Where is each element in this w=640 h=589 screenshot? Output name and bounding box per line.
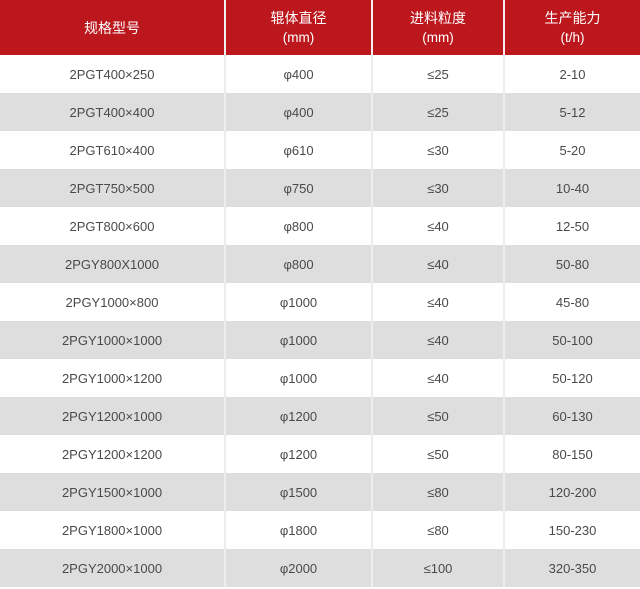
table-cell: φ610	[225, 131, 373, 169]
table-cell: 2PGY1500×1000	[0, 473, 226, 511]
table-row: 2PGY1800×1000 φ1800 ≤80 150-230	[0, 511, 640, 549]
table-cell: 2PGY1000×1200	[0, 359, 226, 397]
table-row: 2PGY1200×1000 φ1200 ≤50 60-130	[0, 397, 640, 435]
table-cell: ≤80	[372, 511, 505, 549]
table-row: 2PGT610×400 φ610 ≤30 5-20	[0, 131, 640, 169]
table-row: 2PGY1200×1200 φ1200 ≤50 80-150	[0, 435, 640, 473]
table-row: 2PGT400×250 φ400 ≤25 2-10	[0, 55, 640, 93]
table-row: 2PGY1000×1200 φ1000 ≤40 50-120	[0, 359, 640, 397]
header-feed-size: 进料粒度 (mm)	[372, 0, 505, 55]
table-cell: 2PGY1200×1000	[0, 397, 226, 435]
table-cell: ≤40	[372, 207, 505, 245]
header-roller-diameter: 辊体直径 (mm)	[225, 0, 373, 55]
table-cell: 120-200	[504, 473, 640, 511]
table-cell: φ400	[225, 93, 373, 131]
table-cell: φ1500	[225, 473, 373, 511]
header-model: 规格型号	[0, 0, 226, 55]
table-cell: 50-80	[504, 245, 640, 283]
table-row: 2PGY2000×1000 φ2000 ≤100 320-350	[0, 549, 640, 587]
table-cell: φ1200	[225, 435, 373, 473]
table-row: 2PGY1000×800 φ1000 ≤40 45-80	[0, 283, 640, 321]
table-cell: 60-130	[504, 397, 640, 435]
table-cell: φ2000	[225, 549, 373, 587]
header-capacity-title: 生产能力	[544, 10, 601, 26]
table-cell: ≤40	[372, 283, 505, 321]
table-cell: ≤100	[372, 549, 505, 587]
table-cell: ≤25	[372, 55, 505, 93]
table-cell: ≤40	[372, 245, 505, 283]
table-cell: 2PGT750×500	[0, 169, 226, 207]
table-cell: 2PGT400×250	[0, 55, 226, 93]
table-cell: 50-100	[504, 321, 640, 359]
table-cell: φ1000	[225, 321, 373, 359]
table-row: 2PGY1000×1000 φ1000 ≤40 50-100	[0, 321, 640, 359]
table-row: 2PGY1500×1000 φ1500 ≤80 120-200	[0, 473, 640, 511]
table-cell: 2PGT400×400	[0, 93, 226, 131]
table-cell: 2PGY2000×1000	[0, 549, 226, 587]
header-capacity: 生产能力 (t/h)	[504, 0, 640, 55]
header-roller-diameter-title: 辊体直径	[270, 10, 327, 26]
table-cell: 2PGY1200×1200	[0, 435, 226, 473]
table-cell: ≤30	[372, 131, 505, 169]
header-model-title: 规格型号	[84, 19, 140, 36]
table-body: 2PGT400×250 φ400 ≤25 2-10 2PGT400×400 φ400 ≤25…	[0, 55, 640, 587]
table-cell: φ750	[225, 169, 373, 207]
table-cell: 2PGY1800×1000	[0, 511, 226, 549]
table-cell: 5-12	[504, 93, 640, 131]
table-cell: 320-350	[504, 549, 640, 587]
table-row: 2PGT800×600 φ800 ≤40 12-50	[0, 207, 640, 245]
header-feed-size-unit: (mm)	[422, 30, 454, 45]
header-capacity-unit: (t/h)	[560, 30, 585, 45]
table-cell: ≤25	[372, 93, 505, 131]
table-cell: ≤30	[372, 169, 505, 207]
table-cell: ≤50	[372, 397, 505, 435]
table-cell: 2PGT610×400	[0, 131, 226, 169]
table-header-row: 规格型号 辊体直径 (mm) 进料粒度 (mm) 生产能力 (t/	[0, 0, 640, 55]
table-cell: 2PGY800X1000	[0, 245, 226, 283]
table-cell: 50-120	[504, 359, 640, 397]
table-cell: 150-230	[504, 511, 640, 549]
table-cell: ≤80	[372, 473, 505, 511]
table-cell: ≤50	[372, 435, 505, 473]
table-cell: ≤40	[372, 359, 505, 397]
table-cell: φ800	[225, 207, 373, 245]
table-cell: φ1200	[225, 397, 373, 435]
table-cell: 5-20	[504, 131, 640, 169]
table-cell: φ400	[225, 55, 373, 93]
table-cell: 80-150	[504, 435, 640, 473]
table-cell: 2PGY1000×800	[0, 283, 226, 321]
table-row: 2PGY800X1000 φ800 ≤40 50-80	[0, 245, 640, 283]
table-row: 2PGT400×400 φ400 ≤25 5-12	[0, 93, 640, 131]
table-cell: 12-50	[504, 207, 640, 245]
table-header: 规格型号 辊体直径 (mm) 进料粒度 (mm) 生产能力 (t/	[0, 0, 640, 55]
header-feed-size-title: 进料粒度	[410, 10, 466, 26]
table-cell: ≤40	[372, 321, 505, 359]
table-row: 2PGT750×500 φ750 ≤30 10-40	[0, 169, 640, 207]
table-cell: 2PGT800×600	[0, 207, 226, 245]
table-cell: φ1000	[225, 283, 373, 321]
table-cell: 2PGY1000×1000	[0, 321, 226, 359]
header-roller-diameter-unit: (mm)	[282, 30, 315, 45]
table-cell: φ800	[225, 245, 373, 283]
table-cell: 2-10	[504, 55, 640, 93]
table-cell: φ1000	[225, 359, 373, 397]
table-cell: 10-40	[504, 169, 640, 207]
table-cell: 45-80	[504, 283, 640, 321]
table-cell: φ1800	[225, 511, 373, 549]
